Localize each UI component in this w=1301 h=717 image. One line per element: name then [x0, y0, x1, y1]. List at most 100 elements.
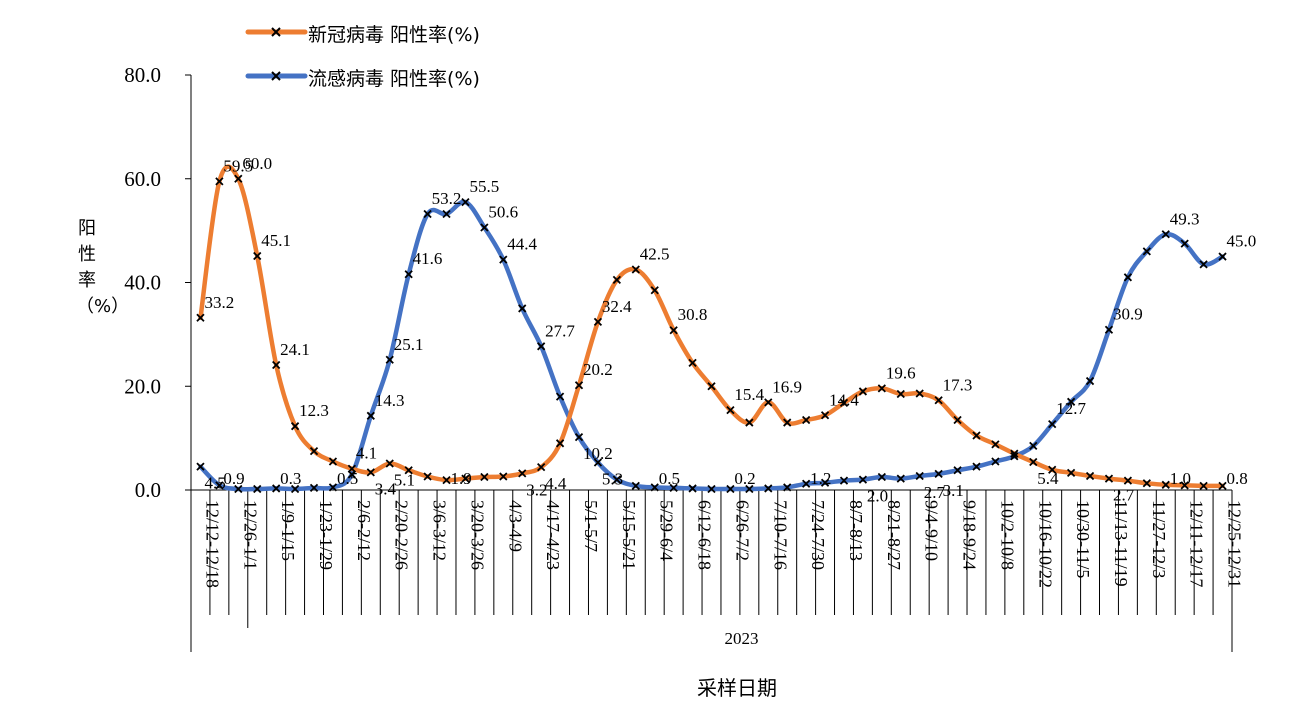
x-tick-label: 5/15-5/21 — [619, 500, 639, 570]
data-point-marker — [612, 475, 622, 484]
data-point-marker — [555, 392, 565, 401]
x-tick-label: 4/3-4/9 — [505, 500, 525, 552]
y-tick-label: 80.0 — [124, 63, 161, 87]
data-point-marker — [574, 432, 584, 442]
data-point-marker — [877, 384, 886, 393]
x-tick-label: 12/12-12/18 — [202, 500, 222, 588]
series-line-flu — [198, 199, 1225, 492]
data-label: 0.5 — [659, 469, 680, 488]
data-point-marker — [499, 255, 508, 264]
data-point-marker — [1142, 247, 1151, 256]
x-tick-label: 6/26-7/2 — [732, 500, 752, 561]
year-label: 2023 — [725, 629, 759, 648]
legend-marker — [271, 71, 281, 81]
data-point-marker — [234, 484, 243, 494]
data-point-marker — [328, 483, 338, 492]
data-label: 53.2 — [432, 189, 462, 208]
data-point-marker — [593, 458, 603, 467]
x-tick-label: 7/24-7/30 — [808, 500, 828, 570]
data-point-marker — [1180, 239, 1189, 248]
x-tick-label: 10/16-10/22 — [1035, 500, 1055, 588]
data-point-marker — [688, 484, 697, 493]
data-point-marker — [404, 270, 413, 279]
data-point-marker — [953, 415, 962, 425]
legend — [245, 27, 308, 81]
data-point-marker — [1161, 230, 1170, 239]
data-label: 3.4 — [375, 479, 397, 498]
data-point-marker — [801, 479, 811, 488]
data-point-marker — [442, 476, 451, 485]
data-point-marker — [423, 472, 432, 481]
data-label: 1.9 — [451, 469, 472, 488]
data-label: 14.4 — [829, 390, 859, 409]
data-point-marker — [991, 457, 1000, 466]
data-point-marker — [1048, 465, 1057, 474]
data-label: 4.1 — [356, 444, 377, 463]
y-ticks: 0.0 20.0 40.0 60.0 80.0 — [124, 63, 191, 502]
data-label: 10.2 — [583, 444, 613, 463]
data-point-marker — [1104, 474, 1114, 483]
data-point-marker — [1180, 481, 1189, 490]
x-tick-label: 5/29-6/4 — [657, 500, 677, 561]
x-tick-label: 7/10-7/16 — [770, 500, 790, 570]
data-label: 20.2 — [583, 360, 613, 379]
data-point-marker — [991, 440, 1000, 449]
data-label: 17.3 — [943, 375, 973, 394]
data-point-marker — [745, 484, 754, 494]
data-label: 25.1 — [394, 335, 424, 354]
data-point-marker — [347, 470, 357, 479]
data-point-marker — [669, 483, 678, 493]
x-tick-label: 8/7-8/13 — [846, 500, 866, 561]
data-label: 24.1 — [280, 340, 310, 359]
data-point-marker — [272, 484, 281, 493]
data-label: 30.8 — [678, 305, 708, 324]
data-label: 5.3 — [602, 470, 623, 489]
data-point-marker — [631, 481, 640, 490]
data-point-marker — [915, 389, 924, 398]
x-tick-label: 9/18-9/24 — [960, 500, 980, 570]
data-point-marker — [801, 415, 811, 425]
data-point-marker — [385, 355, 394, 364]
data-label: 4.4 — [545, 474, 567, 493]
data-point-marker — [1218, 481, 1227, 490]
data-point-marker — [290, 484, 300, 494]
data-point-marker — [1161, 480, 1170, 489]
data-label: 59.5 — [223, 156, 253, 175]
data-label: 55.5 — [469, 177, 499, 196]
data-point-marker — [650, 483, 659, 492]
data-point-marker — [1085, 471, 1095, 481]
data-point-marker — [309, 483, 319, 493]
x-tick-label: 10/30-11/5 — [1073, 500, 1093, 578]
data-point-marker — [915, 471, 924, 481]
x-tick-label: 12/25-12/31 — [1225, 500, 1245, 588]
x-tick-label: 10/2-10/8 — [997, 500, 1017, 570]
data-point-marker — [309, 446, 319, 456]
data-point-marker — [650, 286, 659, 295]
x-axis-title: 采样日期 — [697, 676, 777, 700]
data-label: 0.8 — [1227, 469, 1248, 488]
data-point-marker — [1029, 457, 1038, 467]
data-point-marker — [423, 209, 432, 219]
data-label: 49.3 — [1170, 209, 1200, 228]
data-point-marker — [480, 472, 489, 482]
data-point-marker — [1104, 325, 1114, 334]
legend-label-flu: 流感病毒 阳性率(%) — [308, 68, 480, 90]
data-point-marker — [972, 462, 981, 471]
data-label: 3.2 — [526, 480, 547, 499]
data-point-marker — [820, 478, 830, 487]
data-label: 44.4 — [507, 235, 537, 254]
data-point-marker — [537, 463, 546, 472]
data-point-marker — [1218, 252, 1227, 261]
data-label: 27.7 — [545, 321, 575, 340]
y-tick-label: 40.0 — [124, 271, 161, 295]
data-label: 1.2 — [810, 469, 831, 488]
data-label: 50.6 — [488, 203, 518, 222]
y-axis-title: 阳性率（%） — [76, 216, 129, 320]
data-label: 45.1 — [261, 231, 291, 250]
data-label: 14.3 — [375, 391, 405, 410]
data-point-marker — [366, 411, 375, 420]
data-point-marker — [820, 411, 830, 420]
data-labels: 33.259.560.045.124.112.34.13.45.1 1.93.24… — [204, 154, 1256, 506]
data-point-marker — [896, 389, 905, 399]
data-label: 2.7 — [1113, 486, 1135, 505]
